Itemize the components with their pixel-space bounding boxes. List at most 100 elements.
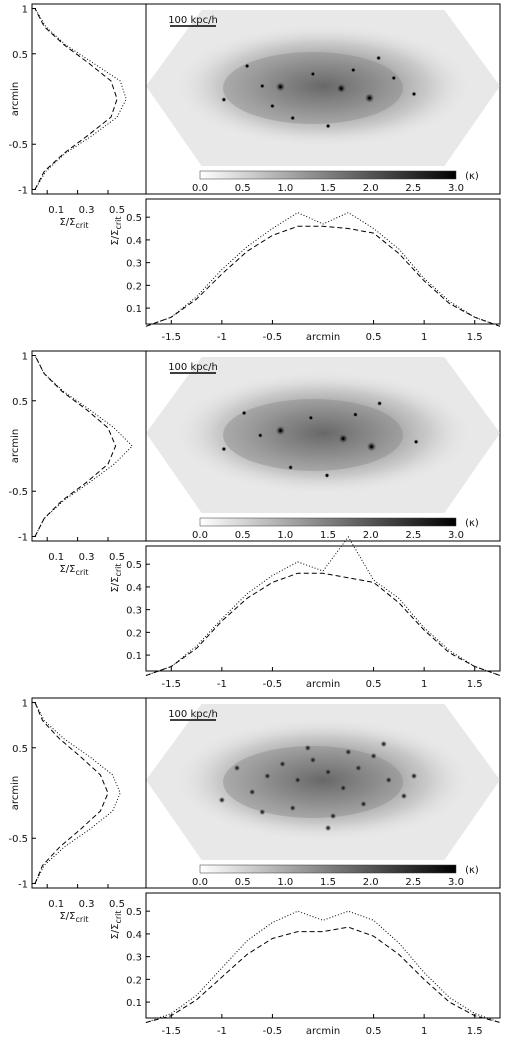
sigma-y-tick-label: -0.5 [8, 487, 28, 498]
sigma-x-ytick-label: 0.2 [126, 975, 142, 986]
sigma-x-axis-label: arcmin [306, 1026, 340, 1037]
colorbar-tick-label: 2.0 [363, 530, 379, 541]
subhalo-point [360, 800, 367, 808]
subhalo-core [325, 474, 329, 477]
sigma-y-tick-label: 1 [22, 5, 28, 16]
colorbar [199, 864, 457, 874]
subhalo-core [279, 429, 282, 432]
sigma-x-ytick-label: 0.1 [126, 651, 142, 662]
subhalo-core [392, 76, 396, 80]
sigma-y-xlabel: Σ/Σcrit [59, 911, 88, 924]
sigma-x-ytick-label: 0.5 [126, 560, 142, 571]
sigma-x-profile: -1.5 -1 -0.5 0.5 1 1.5arcmin0.10.20.30.40.5Σ/… [110, 535, 501, 690]
sigma-x-profile: -1.5 -1 -0.5 0.5 1 1.5arcmin0.10.20.30.40.5Σ/… [110, 198, 501, 343]
subhalo-core [245, 64, 249, 68]
sigma-y-axis-label: arcmin [10, 82, 21, 116]
sigma-y-xlabel-text: Σ/Σcrit [59, 217, 88, 230]
colorbar [199, 517, 457, 527]
sigma-x-frame [145, 198, 501, 325]
colorbar-tick-label: 0.5 [235, 530, 251, 541]
sigma-x-ytick-label: 0.3 [126, 259, 142, 270]
subhalo-point [380, 740, 387, 748]
sigma-x-ytick-label: 0.4 [126, 583, 142, 594]
subhalo-core [222, 447, 226, 451]
sigma-x-ylabel-text: Σ/Σcrit [110, 216, 123, 245]
sigma-x-ylabel: Σ/Σcrit [110, 563, 123, 592]
cluster-halo [173, 24, 473, 148]
kappa-map: 100 kpc/h 0.0 0.5 1.0 1.5 2.0 2.5 3.0(κ) [145, 350, 501, 542]
subhalo-core [222, 98, 226, 101]
sigma-x-tick-label: 1 [421, 679, 427, 690]
sigma-x-total-line [145, 535, 501, 676]
subhalo-core [326, 124, 330, 128]
subhalo-point [355, 764, 362, 772]
sigma-x-ytick-label: 0.3 [126, 606, 142, 617]
sigma-x-profile: -1.5 -1 -0.5 0.5 1 1.5arcmin0.10.20.30.40.5Σ/… [110, 892, 501, 1037]
sigma-x-ytick-label: 0.2 [126, 281, 142, 292]
sigma-x-total-line [145, 212, 501, 327]
sigma-y-smooth-line [34, 355, 117, 537]
colorbar-tick-label: 1.5 [320, 530, 336, 541]
sigma-x-ytick-label: 0.1 [126, 998, 142, 1009]
sigma-y-xtick-label: 0.3 [79, 205, 95, 216]
sigma-x-ytick-label: 0.5 [126, 213, 142, 224]
sigma-y-total-line [34, 355, 134, 537]
subhalo-core [378, 402, 381, 405]
sigma-x-axis-label: arcmin [306, 332, 340, 343]
subhalo-point [304, 744, 311, 752]
sigma-y-xtick-label: 0.3 [79, 552, 95, 563]
colorbar-tick-label: 0.5 [235, 877, 251, 888]
subhalo-point [259, 808, 266, 816]
sigma-x-ytick-label: 0.1 [126, 304, 142, 315]
scale-bar-label: 100 kpc/h [168, 362, 218, 373]
sigma-y-tick-label: -1 [18, 185, 28, 196]
sigma-y-tick-label: -1 [18, 879, 28, 890]
subhalo-core [289, 466, 292, 469]
cluster-halo [173, 718, 473, 842]
sigma-y-xtick-label: 0.5 [109, 899, 125, 910]
colorbar-label: (κ) [465, 865, 479, 876]
cluster-core [223, 399, 403, 471]
sigma-y-xtick-label: 0.5 [109, 552, 125, 563]
colorbar-tick-label: 2.5 [405, 877, 421, 888]
subhalo-core [309, 416, 313, 420]
sigma-y-frame [31, 350, 147, 542]
subhalo-point [400, 792, 408, 800]
subhalo-point [345, 748, 352, 756]
subhalo-core [414, 440, 418, 444]
colorbar-label: (κ) [465, 171, 479, 182]
subhalo-point [294, 776, 301, 784]
sigma-x-tick-label: -1.5 [162, 332, 182, 343]
sigma-x-ylabel-text: Σ/Σcrit [110, 563, 123, 592]
colorbar-tick-label: 3.0 [448, 877, 464, 888]
sigma-x-ytick-label: 0.3 [126, 953, 142, 964]
sigma-y-tick-label: 0.5 [12, 50, 28, 61]
sigma-x-tick-label: 1 [421, 1026, 427, 1037]
subhalo-point [324, 824, 332, 832]
colorbar [199, 170, 457, 180]
sigma-x-ylabel: Σ/Σcrit [110, 216, 123, 245]
sigma-y-frame [31, 3, 147, 195]
panel-top: 100 kpc/h 0.0 0.5 1.0 1.5 2.0 2.5 3.0(κ) -1 -0.5 0… [8, 3, 501, 343]
sigma-x-tick-label: -1 [217, 1026, 227, 1037]
cluster-core [223, 746, 403, 818]
sigma-y-xlabel: Σ/Σcrit [59, 564, 88, 577]
sigma-x-ytick-label: 0.4 [126, 930, 142, 941]
sigma-x-tick-label: 0.5 [366, 332, 382, 343]
colorbar-tick-label: 2.5 [405, 183, 421, 194]
subhalo-core [271, 104, 274, 108]
colorbar-tick-label: 2.0 [363, 877, 379, 888]
subhalo-core [368, 96, 371, 100]
colorbar-tick-label: 0.0 [192, 530, 208, 541]
sigma-x-tick-label: -1 [217, 679, 227, 690]
sigma-x-tick-label: 0.5 [366, 1026, 382, 1037]
colorbar-tick-label: 2.0 [363, 183, 379, 194]
sigma-x-tick-label: -0.5 [263, 679, 283, 690]
sigma-y-tick-label: 1 [22, 352, 28, 363]
cluster-core [223, 52, 403, 124]
sigma-x-tick-label: -1.5 [162, 1026, 182, 1037]
sigma-x-ytick-label: 0.5 [126, 907, 142, 918]
subhalo-point [340, 784, 347, 792]
sigma-y-xlabel: Σ/Σcrit [59, 217, 88, 230]
